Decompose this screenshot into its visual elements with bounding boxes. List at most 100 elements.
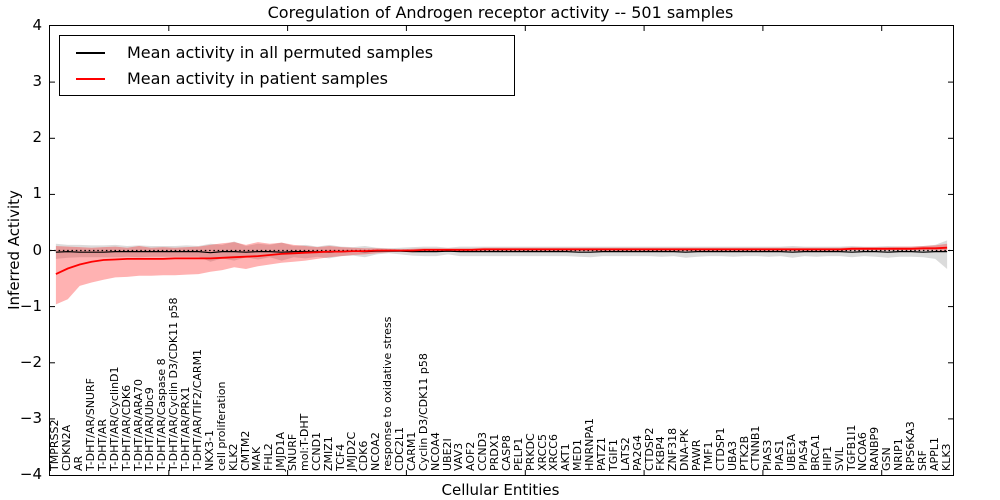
legend-item-permuted: Mean activity in all permuted samples: [60, 43, 514, 62]
legend-line-red: [76, 77, 105, 80]
x-tick-label: ZMIZ1: [321, 436, 335, 471]
x-tick-label: SNURF: [286, 433, 300, 471]
x-tick-label: CTDSP2: [642, 427, 656, 471]
x-tick-label: PELP1: [511, 437, 525, 471]
x-tick-label: T-DHT/AR: [95, 418, 109, 471]
x-tick-label: PTK2B: [737, 435, 751, 471]
x-tick-label: UBE3A: [785, 433, 799, 471]
x-tick-label: PRDX1: [488, 433, 502, 471]
y-tick-label: −3: [19, 408, 42, 427]
x-tick-label: UBE2I: [440, 438, 454, 471]
x-tick-label: BRCA1: [808, 434, 822, 471]
x-tick-label: CDKN2A: [60, 424, 74, 471]
permuted-range-band: [55, 240, 948, 269]
x-tick-label: T-DHT/AR/Ubc9: [143, 387, 157, 471]
x-tick-label: T-DHT/AR/PRX1: [179, 386, 193, 471]
x-tick-label: CASP8: [499, 435, 513, 471]
x-tick-label: NRIP1: [892, 438, 906, 471]
x-tick-label: PIAS1: [773, 439, 787, 471]
x-axis-label: Cellular Entities: [441, 481, 560, 499]
y-tick-label: 1: [32, 184, 42, 203]
y-tick-label: −4: [19, 465, 42, 483]
x-tick-label: CDK6: [357, 440, 371, 471]
x-tick-label: PIAS3: [761, 439, 775, 471]
x-tick-label: SRF: [915, 450, 929, 471]
x-tick-label: TMF1: [701, 441, 715, 471]
legend-line-black: [76, 51, 105, 54]
series-line-1: [55, 246, 948, 275]
x-tick-label: PAWR: [690, 439, 704, 471]
y-tick-label: 0: [32, 240, 42, 259]
x-tick-label: T-DHT/AR/CDK6: [119, 384, 133, 471]
x-tick-label: APPL1: [927, 437, 941, 471]
x-tick-label: CTNNB1: [749, 425, 763, 471]
x-tick-label: XRCC6: [547, 434, 561, 471]
x-tick-label: CCND3: [476, 431, 490, 471]
x-tick-label: T-DHT/AR/Cyclin D3/CDK11 p58: [167, 297, 181, 471]
x-tick-label: Cyclin D3/CDK11 p58: [416, 353, 430, 471]
x-tick-label: CMTM2: [238, 430, 252, 471]
x-tick-label: TGFB1I1: [844, 424, 858, 471]
x-tick-label: SVIL: [832, 447, 846, 471]
x-tick-label: T-DHT/AR/Caspase 8: [155, 358, 169, 471]
x-tick-label: KLK3: [939, 443, 953, 471]
x-tick-label: NCOA2: [369, 432, 383, 471]
x-tick-label: AR: [72, 455, 86, 471]
y-tick-label: −1: [19, 296, 42, 315]
x-tick-label: CARM1: [404, 431, 418, 471]
x-tick-label: HNRNPA1: [583, 418, 597, 471]
x-tick-label: TCF4: [333, 443, 347, 471]
x-tick-label: FHL2: [262, 443, 276, 471]
x-tick-label: UBA3: [725, 440, 739, 471]
chart-svg: [50, 26, 953, 475]
x-tick-label: MED1: [571, 439, 585, 471]
y-tick-label: 3: [32, 72, 42, 91]
x-tick-label: AOF2: [464, 441, 478, 471]
plot-area: [49, 25, 954, 476]
x-tick-label: T-DHT/AR/ARA70: [131, 379, 145, 471]
x-tick-label: PRKDC: [523, 433, 537, 471]
x-tick-label: XRCC5: [535, 434, 549, 471]
x-tick-label: CDC2L1: [393, 427, 406, 471]
x-tick-label: response to oxidative stress: [381, 316, 395, 471]
x-tick-label: CCND1: [309, 431, 323, 471]
chart-title: Coregulation of Androgen receptor activi…: [267, 3, 734, 22]
x-tick-label: NCOA4: [428, 432, 442, 471]
x-tick-label: cell proliferation: [214, 381, 228, 471]
legend: Mean activity in all permuted samples Me…: [59, 35, 515, 96]
x-tick-label: KLK2: [226, 443, 240, 471]
y-tick-label: 4: [32, 16, 42, 34]
series-line-0: [55, 250, 948, 254]
x-tick-label: LATS2: [618, 437, 632, 471]
patient-range-band: [55, 242, 948, 305]
x-tick-label: ZNF318: [666, 427, 680, 471]
legend-label-patient: Mean activity in patient samples: [127, 69, 388, 88]
x-tick-label: PATZ1: [594, 437, 608, 471]
x-tick-label: mol:T-DHT: [297, 413, 311, 471]
x-tick-label: DNA-PK: [678, 429, 692, 471]
y-tick-label: −2: [19, 352, 42, 371]
x-tick-label: GSN: [880, 447, 894, 471]
x-tick-label: RPS6KA3: [903, 421, 917, 471]
x-tick-label: NCOA6: [856, 432, 870, 471]
x-tick-label: CTDSP1: [713, 427, 727, 471]
x-tick-label: HIP1: [820, 445, 834, 471]
x-tick-label: MAK: [250, 446, 264, 471]
x-tick-label: VAV3: [452, 442, 466, 471]
x-tick-label: NKX3-1: [202, 430, 216, 471]
x-tick-label: TGIF1: [606, 439, 620, 471]
x-tick-label: T-DHT/AR/TIF2/CARM1: [191, 348, 205, 471]
x-tick-label: RANBP9: [868, 426, 882, 471]
x-tick-label: PA2G4: [630, 435, 644, 471]
x-tick-label: JMJD2C: [345, 431, 359, 471]
legend-item-patient: Mean activity in patient samples: [60, 69, 514, 88]
x-tick-label: T-DHT/AR/SNURF: [84, 378, 98, 471]
x-tick-label: AKT1: [559, 443, 573, 471]
x-tick-label: JMJD1A: [274, 432, 288, 471]
x-tick-label: TMPRSS2: [48, 419, 62, 471]
legend-label-permuted: Mean activity in all permuted samples: [127, 43, 434, 62]
x-tick-label: T-DHT/AR/CyclinD1: [107, 366, 121, 471]
y-tick-label: 2: [32, 128, 42, 147]
x-tick-label: PIAS4: [796, 439, 810, 471]
